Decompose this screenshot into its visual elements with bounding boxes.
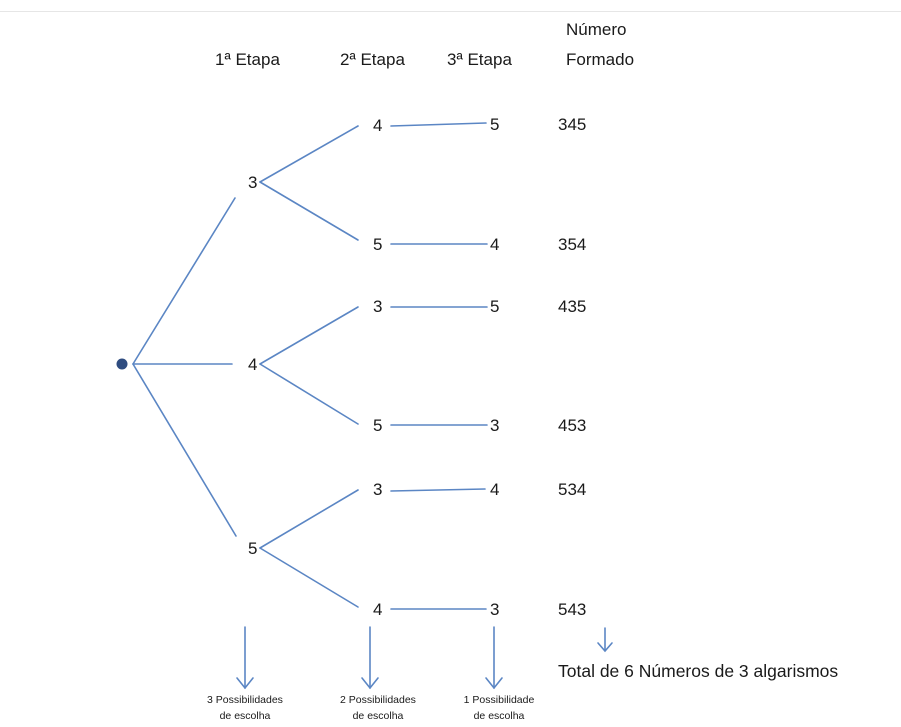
formed-number: 453: [558, 416, 587, 435]
stage1-note-line2: de escolha: [219, 709, 271, 722]
arrow-stage3: [485, 626, 503, 690]
stage1-possibilities-note: 3 Possibilidades de escolha: [180, 693, 310, 725]
edge-5-3: [259, 489, 359, 549]
header-stage3: 3ª Etapa: [447, 50, 512, 69]
third-stage-node: 5: [490, 297, 500, 316]
third-stage-node: 4: [490, 235, 500, 254]
header-formed-line2: Formado: [566, 50, 635, 69]
stage3-note-line1: 1 Possibilidade: [463, 694, 535, 706]
arrow-formed: [597, 627, 613, 653]
first-stage-node: 3: [248, 173, 258, 192]
formed-number: 354: [558, 235, 587, 254]
arrow-stage2: [361, 626, 379, 690]
header-formed-line1: Número: [566, 20, 627, 39]
total-count-text: Total de 6 Números de 3 algarismos: [558, 661, 839, 681]
first-stage-node: 5: [248, 539, 258, 558]
edge-root-5: [132, 363, 237, 537]
edge-345: [390, 122, 487, 127]
formed-number: 345: [558, 115, 587, 134]
stage2-possibilities-note: 2 Possibilidades de escolha: [313, 693, 443, 725]
edge-4-3: [259, 306, 359, 365]
root-dot: [116, 358, 128, 370]
formed-number: 435: [558, 297, 587, 316]
third-stage-node: 4: [490, 480, 500, 499]
stage2-note-line2: de escolha: [352, 709, 404, 722]
edge-3-4: [259, 125, 359, 183]
second-stage-node: 4: [373, 116, 383, 135]
second-stage-node: 5: [373, 416, 383, 435]
edge-5-4: [259, 547, 359, 608]
stage3-possibilities-note: 1 Possibilidade de escolha: [434, 693, 564, 725]
header-stage1: 1ª Etapa: [215, 50, 280, 69]
third-stage-node: 5: [490, 115, 500, 134]
edge-root-3: [132, 197, 236, 365]
formed-number: 534: [558, 480, 587, 499]
arrow-stage1: [236, 626, 254, 690]
formed-number: 543: [558, 600, 587, 619]
edge-4-5: [259, 363, 359, 425]
edge-3-5: [259, 181, 359, 241]
edge-534: [390, 488, 486, 492]
stage2-note-line1: 2 Possibilidades: [340, 694, 416, 706]
third-stage-node: 3: [490, 600, 500, 619]
second-stage-node: 3: [373, 297, 383, 316]
first-stage-node: 4: [248, 355, 258, 374]
stage1-note-line1: 3 Possibilidades: [207, 694, 283, 706]
stage3-note-line2: de escolha: [473, 709, 525, 722]
third-stage-node: 3: [490, 416, 500, 435]
header-stage2: 2ª Etapa: [340, 50, 405, 69]
second-stage-node: 4: [373, 600, 383, 619]
second-stage-node: 3: [373, 480, 383, 499]
top-divider: [0, 11, 901, 12]
second-stage-node: 5: [373, 235, 383, 254]
